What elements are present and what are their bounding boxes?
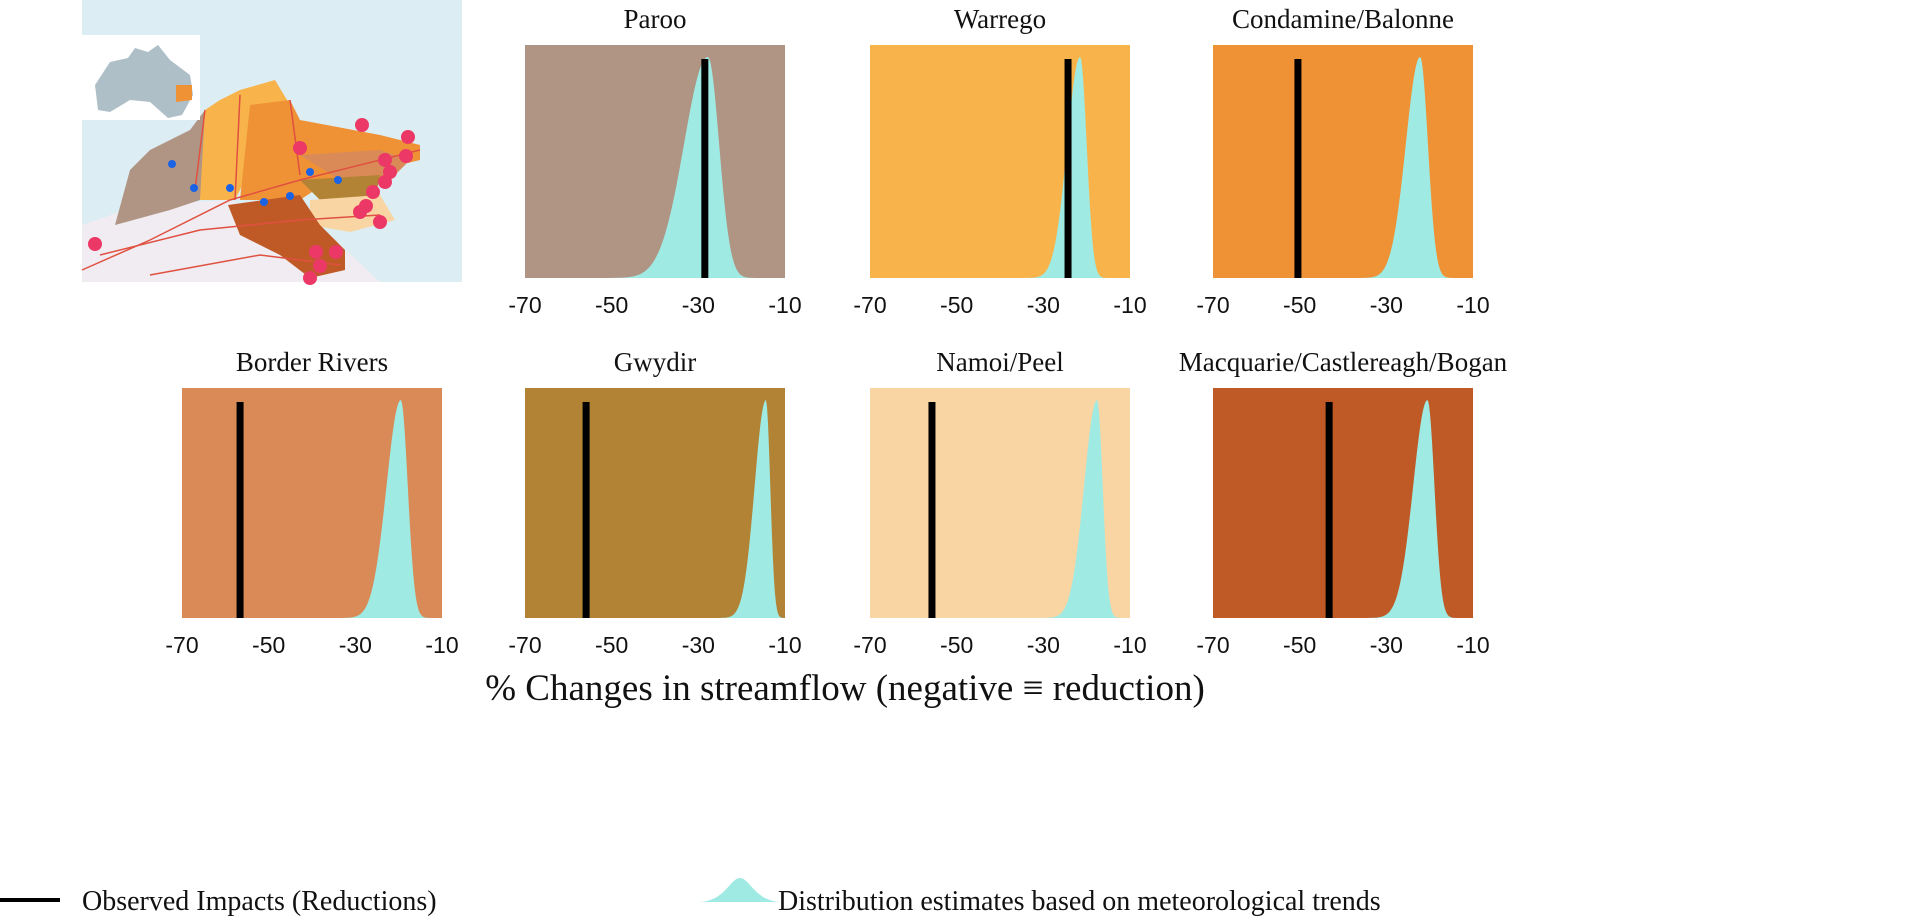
site-marker-small (286, 192, 294, 200)
site-marker-small (334, 176, 342, 184)
x-tick-label: -70 (508, 292, 541, 318)
panel-title: Gwydir (614, 347, 697, 377)
site-marker-small (168, 160, 176, 168)
x-tick-label: -30 (682, 632, 715, 658)
panel-macquarie-castlereagh-bogan: Macquarie/Castlereagh/Bogan -70 -50 -30 -10 (1179, 347, 1508, 658)
x-tick-label: -10 (768, 292, 801, 318)
panel-gwydir: Gwydir -70 -50 -30 -10 (508, 347, 801, 658)
panel-namoi-peel: Namoi/Peel -70 -50 -30 -10 (853, 347, 1146, 658)
panel-title: Namoi/Peel (936, 347, 1063, 377)
site-marker-large (401, 130, 415, 144)
panel-background (525, 45, 785, 278)
x-tick-label: -10 (425, 632, 458, 658)
x-tick-label: -50 (940, 632, 973, 658)
map-sites (88, 118, 415, 285)
x-tick-label: -50 (1283, 292, 1316, 318)
panel-title: Border Rivers (236, 347, 388, 377)
distribution-area (182, 400, 442, 618)
map-condamine (240, 100, 420, 200)
distribution-area (870, 400, 1130, 618)
x-tick-label: -70 (853, 632, 886, 658)
basin-map (81, 0, 462, 285)
site-marker-large (293, 141, 307, 155)
x-tick-label: -50 (595, 292, 628, 318)
panel-paroo: Paroo -70 -50 -30 -10 (508, 4, 801, 318)
x-tick-label: -70 (165, 632, 198, 658)
x-tick-label: -30 (339, 632, 372, 658)
site-marker-large (309, 245, 323, 259)
site-marker-small (260, 198, 268, 206)
site-marker-large (378, 153, 392, 167)
distribution-area (1213, 57, 1473, 278)
map-gwydir (300, 175, 380, 200)
panel-title: Condamine/Balonne (1232, 4, 1454, 34)
panel-warrego: Warrego -70 -50 -30 -10 (853, 4, 1146, 318)
x-tick-label: -10 (1456, 632, 1489, 658)
site-marker-large (313, 259, 327, 273)
inset-basin (176, 85, 192, 102)
legend-observed-label: Observed Impacts (Reductions) (82, 886, 437, 917)
x-tick-label: -30 (1027, 292, 1060, 318)
x-tick-label: -70 (508, 632, 541, 658)
site-marker-large (303, 271, 317, 285)
x-tick-label: -10 (1456, 292, 1489, 318)
legend-distribution-swatch (698, 878, 782, 902)
x-tick-label: -50 (252, 632, 285, 658)
x-axis-label: % Changes in streamflow (negative ≡ redu… (485, 668, 1205, 709)
x-tick-label: -70 (853, 292, 886, 318)
panel-background (525, 388, 785, 618)
panel-title: Warrego (954, 4, 1046, 34)
x-tick-label: -30 (1370, 292, 1403, 318)
x-tick-label: -10 (1113, 632, 1146, 658)
map-rivers (81, 94, 421, 276)
x-tick-label: -50 (940, 292, 973, 318)
site-marker-small (306, 168, 314, 176)
x-tick-label: -70 (1196, 632, 1229, 658)
x-tick-label: -30 (1370, 632, 1403, 658)
panel-title: Paroo (624, 4, 687, 34)
site-marker-small (226, 184, 234, 192)
panel-condamine-balonne: Condamine/Balonne -70 -50 -30 -10 (1196, 4, 1489, 318)
x-tick-label: -30 (1027, 632, 1060, 658)
site-marker-large (353, 205, 367, 219)
distribution-area (525, 400, 785, 618)
site-marker-large (399, 149, 413, 163)
site-marker-large (378, 175, 392, 189)
site-marker-large (366, 185, 380, 199)
panel-title: Macquarie/Castlereagh/Bogan (1179, 347, 1508, 377)
x-tick-label: -30 (682, 292, 715, 318)
site-marker-small (190, 184, 198, 192)
x-tick-label: -50 (1283, 632, 1316, 658)
x-tick-label: -50 (595, 632, 628, 658)
distribution-area (525, 57, 785, 278)
site-marker-large (355, 118, 369, 132)
inset-australia (95, 45, 193, 118)
site-marker-large (88, 237, 102, 251)
map-paroo (115, 110, 205, 225)
legend: Observed Impacts (Reductions) Distributi… (0, 878, 1381, 917)
legend-distribution-label: Distribution estimates based on meteorol… (778, 886, 1381, 917)
x-tick-label: -70 (1196, 292, 1229, 318)
site-marker-large (373, 215, 387, 229)
x-tick-label: -10 (1113, 292, 1146, 318)
x-tick-label: -10 (768, 632, 801, 658)
distribution-area (1213, 400, 1473, 618)
panel-border-rivers: Border Rivers -70 -50 -30 -10 (165, 347, 458, 658)
site-marker-large (329, 245, 343, 259)
